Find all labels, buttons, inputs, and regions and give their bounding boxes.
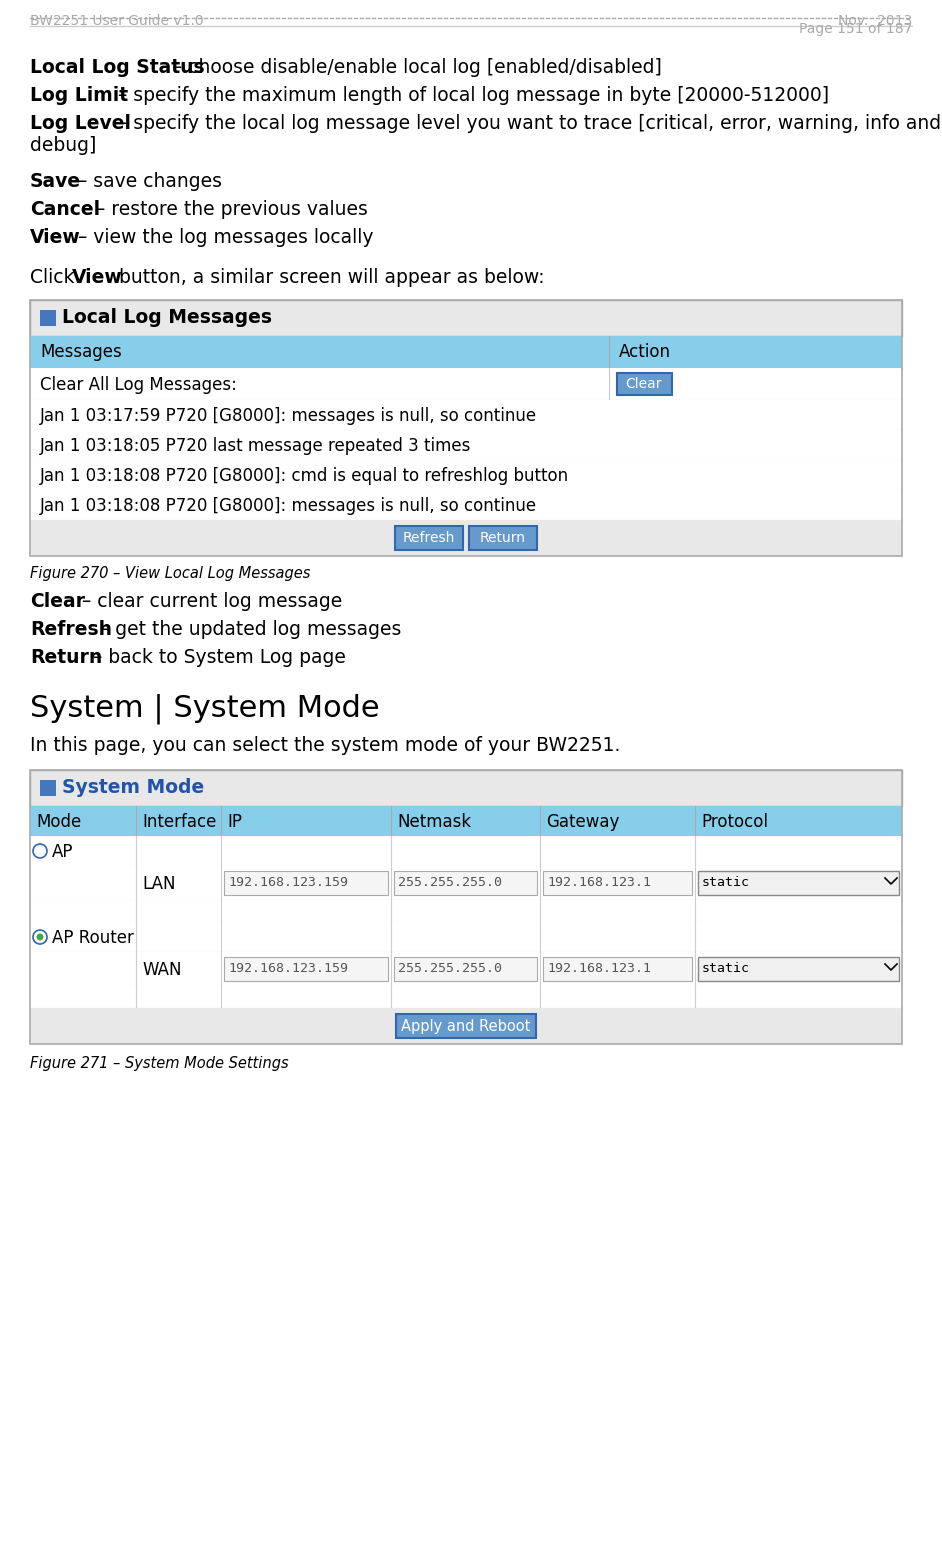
Bar xyxy=(30,399,902,430)
Text: Mode: Mode xyxy=(36,813,81,831)
Bar xyxy=(30,769,902,1044)
Bar xyxy=(30,806,902,836)
Text: Figure 270 – View Local Log Messages: Figure 270 – View Local Log Messages xyxy=(30,566,310,581)
Bar xyxy=(698,871,899,894)
Text: Return: Return xyxy=(30,648,103,668)
Bar xyxy=(395,526,463,550)
Text: Clear: Clear xyxy=(625,376,662,392)
Text: static: static xyxy=(702,876,750,890)
Text: Gateway: Gateway xyxy=(546,813,620,831)
Bar xyxy=(543,958,692,981)
Text: 192.168.123.1: 192.168.123.1 xyxy=(547,876,651,890)
Text: Local Log Status: Local Log Status xyxy=(30,59,204,77)
Text: Jan 1 03:18:05 P720 last message repeated 3 times: Jan 1 03:18:05 P720 last message repeate… xyxy=(40,436,471,455)
Text: Cancel: Cancel xyxy=(30,200,100,219)
Bar xyxy=(30,301,902,557)
Bar xyxy=(30,301,902,336)
Bar xyxy=(543,871,692,894)
Text: 192.168.123.159: 192.168.123.159 xyxy=(228,962,348,975)
Bar xyxy=(40,310,56,325)
Text: BW2251 User Guide v1.0: BW2251 User Guide v1.0 xyxy=(30,14,203,28)
Text: – view the log messages locally: – view the log messages locally xyxy=(72,228,373,247)
Text: – back to System Log page: – back to System Log page xyxy=(87,648,346,668)
Text: View: View xyxy=(30,228,81,247)
Text: Action: Action xyxy=(619,342,671,361)
Text: Clear: Clear xyxy=(30,592,85,611)
Bar xyxy=(30,430,902,460)
Text: button, a similar screen will appear as below:: button, a similar screen will appear as … xyxy=(113,268,544,287)
Text: Interface: Interface xyxy=(142,813,217,831)
Bar xyxy=(30,490,902,520)
Text: static: static xyxy=(702,962,750,975)
Bar xyxy=(30,836,902,867)
Text: 192.168.123.159: 192.168.123.159 xyxy=(228,876,348,890)
Text: debug]: debug] xyxy=(30,136,96,156)
Bar xyxy=(30,369,902,399)
Text: Netmask: Netmask xyxy=(397,813,471,831)
Bar xyxy=(617,373,672,395)
Text: Save: Save xyxy=(30,173,81,191)
Text: Log Level: Log Level xyxy=(30,114,131,133)
Text: 192.168.123.1: 192.168.123.1 xyxy=(547,962,651,975)
Bar xyxy=(224,958,388,981)
Text: Refresh: Refresh xyxy=(30,620,112,638)
Bar xyxy=(30,520,902,557)
Text: In this page, you can select the system mode of your BW2251.: In this page, you can select the system … xyxy=(30,736,621,756)
Bar xyxy=(30,867,902,901)
Text: IP: IP xyxy=(227,813,242,831)
Text: Messages: Messages xyxy=(40,342,122,361)
Bar xyxy=(30,460,902,490)
Text: Local Log Messages: Local Log Messages xyxy=(62,308,272,327)
Text: Page 151 of 187: Page 151 of 187 xyxy=(799,22,912,35)
Bar xyxy=(394,871,537,894)
Text: View: View xyxy=(72,268,122,287)
Bar xyxy=(30,1008,902,1044)
Text: Jan 1 03:17:59 P720 [G8000]: messages is null, so continue: Jan 1 03:17:59 P720 [G8000]: messages is… xyxy=(40,407,537,426)
Bar xyxy=(30,336,902,369)
Bar xyxy=(30,769,902,806)
Text: – specify the maximum length of local log message in byte [20000-512000]: – specify the maximum length of local lo… xyxy=(112,86,829,105)
Bar xyxy=(698,958,899,981)
Text: System Mode: System Mode xyxy=(62,779,204,797)
Text: Return: Return xyxy=(480,530,526,544)
Bar xyxy=(394,958,537,981)
Text: – specify the local log message level you want to trace [critical, error, warnin: – specify the local log message level yo… xyxy=(112,114,941,133)
Text: Figure 271 – System Mode Settings: Figure 271 – System Mode Settings xyxy=(30,1056,288,1072)
Bar xyxy=(224,871,388,894)
Text: Click: Click xyxy=(30,268,80,287)
Bar xyxy=(40,780,56,796)
Bar xyxy=(396,1015,536,1038)
Bar xyxy=(30,951,902,985)
Text: Clear All Log Messages:: Clear All Log Messages: xyxy=(40,376,236,395)
Text: System | System Mode: System | System Mode xyxy=(30,694,380,725)
Text: AP: AP xyxy=(52,843,73,860)
Circle shape xyxy=(37,933,43,941)
Text: Jan 1 03:18:08 P720 [G8000]: cmd is equal to refreshlog button: Jan 1 03:18:08 P720 [G8000]: cmd is equa… xyxy=(40,467,569,486)
Text: – get the updated log messages: – get the updated log messages xyxy=(94,620,401,638)
Bar xyxy=(30,985,902,1008)
Bar xyxy=(30,901,902,922)
Text: 255.255.255.0: 255.255.255.0 xyxy=(398,962,502,975)
Bar xyxy=(469,526,537,550)
Text: – choose disable/enable local log [enabled/disabled]: – choose disable/enable local log [enabl… xyxy=(167,59,662,77)
Text: Refresh: Refresh xyxy=(403,530,455,544)
Text: 255.255.255.0: 255.255.255.0 xyxy=(398,876,502,890)
Text: AP Router: AP Router xyxy=(52,928,134,947)
Text: – clear current log message: – clear current log message xyxy=(76,592,342,611)
Text: Log Limit: Log Limit xyxy=(30,86,128,105)
Text: Jan 1 03:18:08 P720 [G8000]: messages is null, so continue: Jan 1 03:18:08 P720 [G8000]: messages is… xyxy=(40,497,537,515)
Text: Nov.  2013: Nov. 2013 xyxy=(837,14,912,28)
Text: Apply and Reboot: Apply and Reboot xyxy=(401,1019,530,1035)
Text: – restore the previous values: – restore the previous values xyxy=(90,200,368,219)
Text: Protocol: Protocol xyxy=(701,813,768,831)
Text: WAN: WAN xyxy=(142,961,182,979)
Bar xyxy=(30,922,902,951)
Text: LAN: LAN xyxy=(142,874,175,893)
Text: – save changes: – save changes xyxy=(72,173,222,191)
